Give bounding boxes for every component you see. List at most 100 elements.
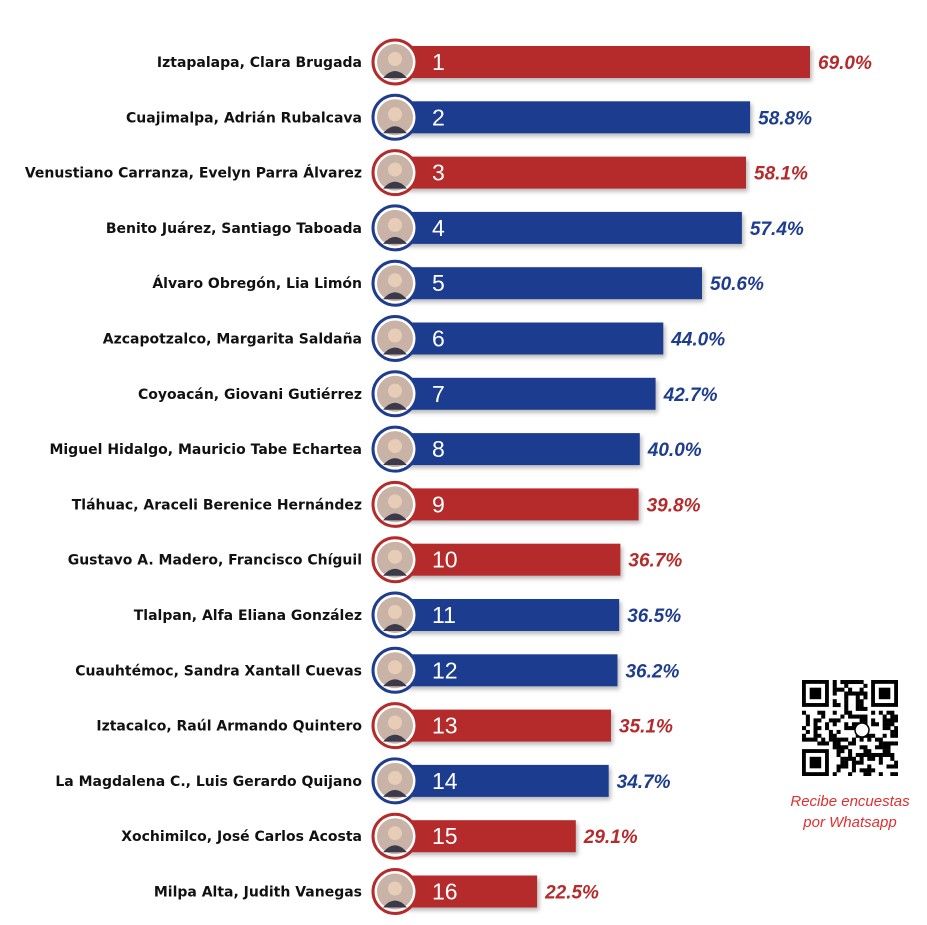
bar — [405, 599, 620, 631]
avatar-shoulders — [383, 789, 407, 797]
category-label: Álvaro Obregón, Lia Limón — [152, 275, 362, 292]
bar — [405, 101, 751, 134]
category-label: Iztapalapa, Clara Brugada — [157, 55, 362, 71]
avatar-shoulders — [383, 126, 407, 134]
bar — [405, 488, 639, 521]
category-label: Iztacalco, Raúl Armando Quintero — [96, 719, 362, 735]
category-label: Coyoacán, Giovani Gutiérrez — [138, 387, 362, 403]
bar — [405, 820, 576, 853]
category-label: Tlalpan, Alfa Eliana González — [134, 608, 362, 624]
avatar-face — [388, 660, 402, 675]
avatar-face — [388, 328, 402, 343]
avatar-face — [388, 383, 402, 398]
value-label: 42.7% — [663, 385, 718, 406]
bar — [405, 211, 742, 244]
bar-row: Álvaro Obregón, Lia Limón 5 50.6% — [152, 259, 764, 307]
avatar-face — [388, 107, 402, 122]
avatar-face — [388, 549, 402, 564]
avatar-shoulders — [383, 347, 407, 355]
bar-row: Tláhuac, Araceli Berenice Hernández 9 39.8… — [72, 480, 701, 528]
bar — [405, 267, 702, 300]
avatar-face — [388, 273, 402, 288]
bar — [405, 709, 611, 742]
rank-label: 5 — [432, 270, 445, 296]
bar-row: Xochimilco, José Carlos Acosta 15 29.1% — [121, 812, 638, 860]
avatar-shoulders — [383, 458, 407, 466]
bar-row: Iztacalco, Raúl Armando Quintero 13 35.1% — [96, 702, 673, 750]
avatar-shoulders — [383, 679, 407, 687]
bar-row: Venustiano Carranza, Evelyn Parra Álvare… — [25, 149, 808, 197]
category-label: La Magdalena C., Luis Gerardo Quijano — [55, 774, 362, 790]
category-label: Venustiano Carranza, Evelyn Parra Álvare… — [25, 165, 362, 182]
value-label: 50.6% — [710, 274, 764, 295]
avatar-shoulders — [383, 402, 407, 410]
rank-label: 11 — [432, 602, 456, 628]
category-label: Tláhuac, Araceli Berenice Hernández — [72, 497, 362, 513]
category-label: Azcapotzalco, Margarita Saldaña — [103, 332, 362, 348]
value-label: 35.1% — [619, 717, 673, 738]
rank-label: 8 — [432, 436, 445, 462]
qr-caption-line-1: Recibe encuestas — [790, 793, 910, 810]
bar-row: Cuauhtémoc, Sandra Xantall Cuevas 12 36.2% — [75, 646, 679, 694]
rank-label: 13 — [432, 713, 458, 739]
rank-label: 15 — [432, 823, 458, 849]
avatar-face — [388, 494, 402, 509]
rank-label: 4 — [432, 215, 445, 241]
rank-label: 1 — [432, 49, 445, 75]
category-label: Xochimilco, José Carlos Acosta — [121, 829, 362, 845]
bar — [405, 322, 664, 355]
bar-row: Benito Juárez, Santiago Taboada 4 57.4% — [106, 204, 804, 252]
rank-label: 2 — [432, 104, 445, 130]
value-label: 22.5% — [544, 883, 599, 904]
category-label: Miguel Hidalgo, Mauricio Tabe Echartea — [49, 442, 362, 458]
value-label: 34.7% — [617, 772, 671, 793]
value-label: 57.4% — [750, 219, 804, 240]
avatar-shoulders — [383, 900, 407, 908]
bar — [405, 875, 538, 908]
avatar-face — [388, 826, 402, 841]
value-label: 58.1% — [754, 164, 808, 185]
bar — [405, 46, 810, 78]
whatsapp-icon — [854, 722, 870, 738]
avatar-shoulders — [383, 236, 407, 244]
avatar-face — [388, 881, 402, 896]
bar-row: Cuajimalpa, Adrián Rubalcava 2 58.8% — [126, 93, 812, 141]
avatar-shoulders — [383, 292, 407, 300]
avatar-face — [388, 770, 402, 785]
avatar-face — [388, 52, 402, 66]
value-label: 40.0% — [647, 440, 702, 461]
rank-label: 16 — [432, 879, 458, 905]
rank-label: 7 — [432, 381, 445, 407]
avatar-shoulders — [383, 513, 407, 521]
bar-row: Tlalpan, Alfa Eliana González 11 36.5% — [134, 591, 681, 639]
avatar-face — [388, 162, 402, 177]
bar-row: La Magdalena C., Luis Gerardo Quijano 14 3… — [55, 757, 671, 805]
value-label: 39.8% — [647, 495, 701, 516]
category-label: Cuauhtémoc, Sandra Xantall Cuevas — [75, 663, 362, 679]
value-label: 29.1% — [583, 827, 638, 848]
value-label: 36.5% — [627, 606, 681, 627]
rank-label: 14 — [432, 768, 458, 794]
qr-code-icon[interactable] — [802, 680, 898, 776]
value-label: 36.2% — [625, 661, 679, 682]
category-label: Benito Juárez, Santiago Taboada — [106, 221, 362, 237]
category-label: Gustavo A. Madero, Francisco Chíguil — [68, 553, 362, 569]
bar — [405, 156, 746, 189]
bar-row: Azcapotzalco, Margarita Saldaña 6 44.0% — [103, 315, 725, 362]
rank-label: 9 — [432, 491, 445, 517]
avatar-shoulders — [383, 71, 407, 78]
bar — [405, 543, 621, 576]
rank-label: 10 — [432, 547, 458, 573]
bar — [405, 377, 656, 410]
bar — [405, 654, 618, 687]
rank-label: 6 — [432, 326, 445, 352]
avatar-shoulders — [383, 568, 407, 576]
rank-label: 12 — [432, 657, 458, 683]
rank-label: 3 — [432, 160, 445, 186]
avatar-face — [388, 217, 402, 232]
category-label: Milpa Alta, Judith Vanegas — [154, 885, 362, 901]
avatar-shoulders — [383, 624, 407, 631]
value-label: 36.7% — [628, 551, 682, 572]
avatar-shoulders — [383, 734, 407, 742]
category-label: Cuajimalpa, Adrián Rubalcava — [126, 110, 362, 126]
